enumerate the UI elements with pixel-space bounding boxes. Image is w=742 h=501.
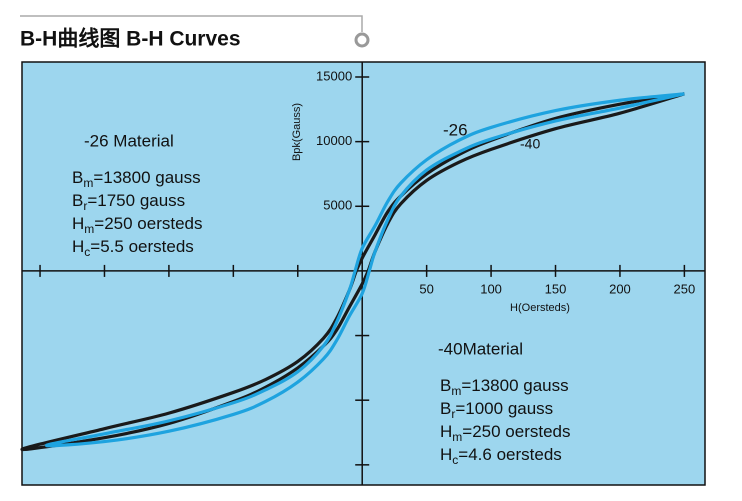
material-property: Hc=4.6 oersteds: [440, 445, 562, 467]
property-subscript: m: [84, 222, 94, 236]
property-subscript: c: [452, 453, 458, 467]
chart-title: B-H曲线图 B-H Curves: [20, 27, 241, 51]
material-property: Br=1000 gauss: [440, 399, 553, 421]
property-value: =1750 gauss: [87, 191, 185, 210]
header-rule: [20, 15, 363, 32]
property-symbol: H: [72, 214, 84, 233]
property-value: =13800 gauss: [93, 168, 200, 187]
material-property: Bm=13800 gauss: [440, 376, 569, 398]
property-value: =250 oersteds: [462, 422, 570, 441]
property-symbol: B: [72, 168, 83, 187]
hysteresis-curve: [44, 92, 685, 448]
property-subscript: c: [84, 245, 90, 259]
x-axis-label: H(Oersteds): [510, 302, 570, 314]
y-tick-label: 5000: [323, 198, 352, 213]
property-symbol: H: [440, 422, 452, 441]
y-tick-label: 15000: [316, 68, 352, 83]
header-dot: [354, 32, 370, 48]
property-symbol: H: [440, 445, 452, 464]
property-value: =250 oersteds: [94, 214, 202, 233]
property-value: =5.5 oersteds: [90, 237, 194, 256]
x-tick-label: 250: [674, 281, 696, 296]
material-property: Br=1750 gauss: [72, 191, 185, 213]
material-title: -40Material: [438, 339, 523, 358]
property-subscript: r: [83, 199, 87, 213]
plot-layer: 50 100 150 200 250 5000 10000 15000 H(Oersteds) B…: [20, 62, 705, 485]
series-label: -40: [520, 136, 540, 152]
material-property: Hm=250 oersteds: [440, 422, 571, 444]
property-subscript: m: [451, 384, 461, 398]
property-value: =1000 gauss: [455, 399, 553, 418]
property-subscript: m: [83, 176, 93, 190]
property-symbol: B: [440, 399, 451, 418]
material-property: Hm=250 oersteds: [72, 214, 203, 236]
x-tick-label: 200: [609, 281, 631, 296]
property-symbol: B: [440, 376, 451, 395]
property-symbol: H: [72, 237, 84, 256]
material-property: Bm=13800 gauss: [72, 168, 201, 190]
x-tick-label: 50: [419, 281, 433, 296]
plot-area: [21, 61, 706, 486]
material-property: Hc=5.5 oersteds: [72, 237, 194, 259]
x-tick-label: 100: [480, 281, 502, 296]
property-subscript: r: [451, 407, 455, 421]
property-value: =13800 gauss: [461, 376, 568, 395]
property-subscript: m: [452, 430, 462, 444]
property-value: =4.6 oersteds: [458, 445, 562, 464]
material-title: -26 Material: [84, 131, 174, 150]
x-tick-label: 150: [545, 281, 567, 296]
property-symbol: B: [72, 191, 83, 210]
y-axis-label: Bpk(Gauss): [291, 103, 303, 161]
y-tick-label: 10000: [316, 133, 352, 148]
series-label: -26: [443, 120, 468, 139]
